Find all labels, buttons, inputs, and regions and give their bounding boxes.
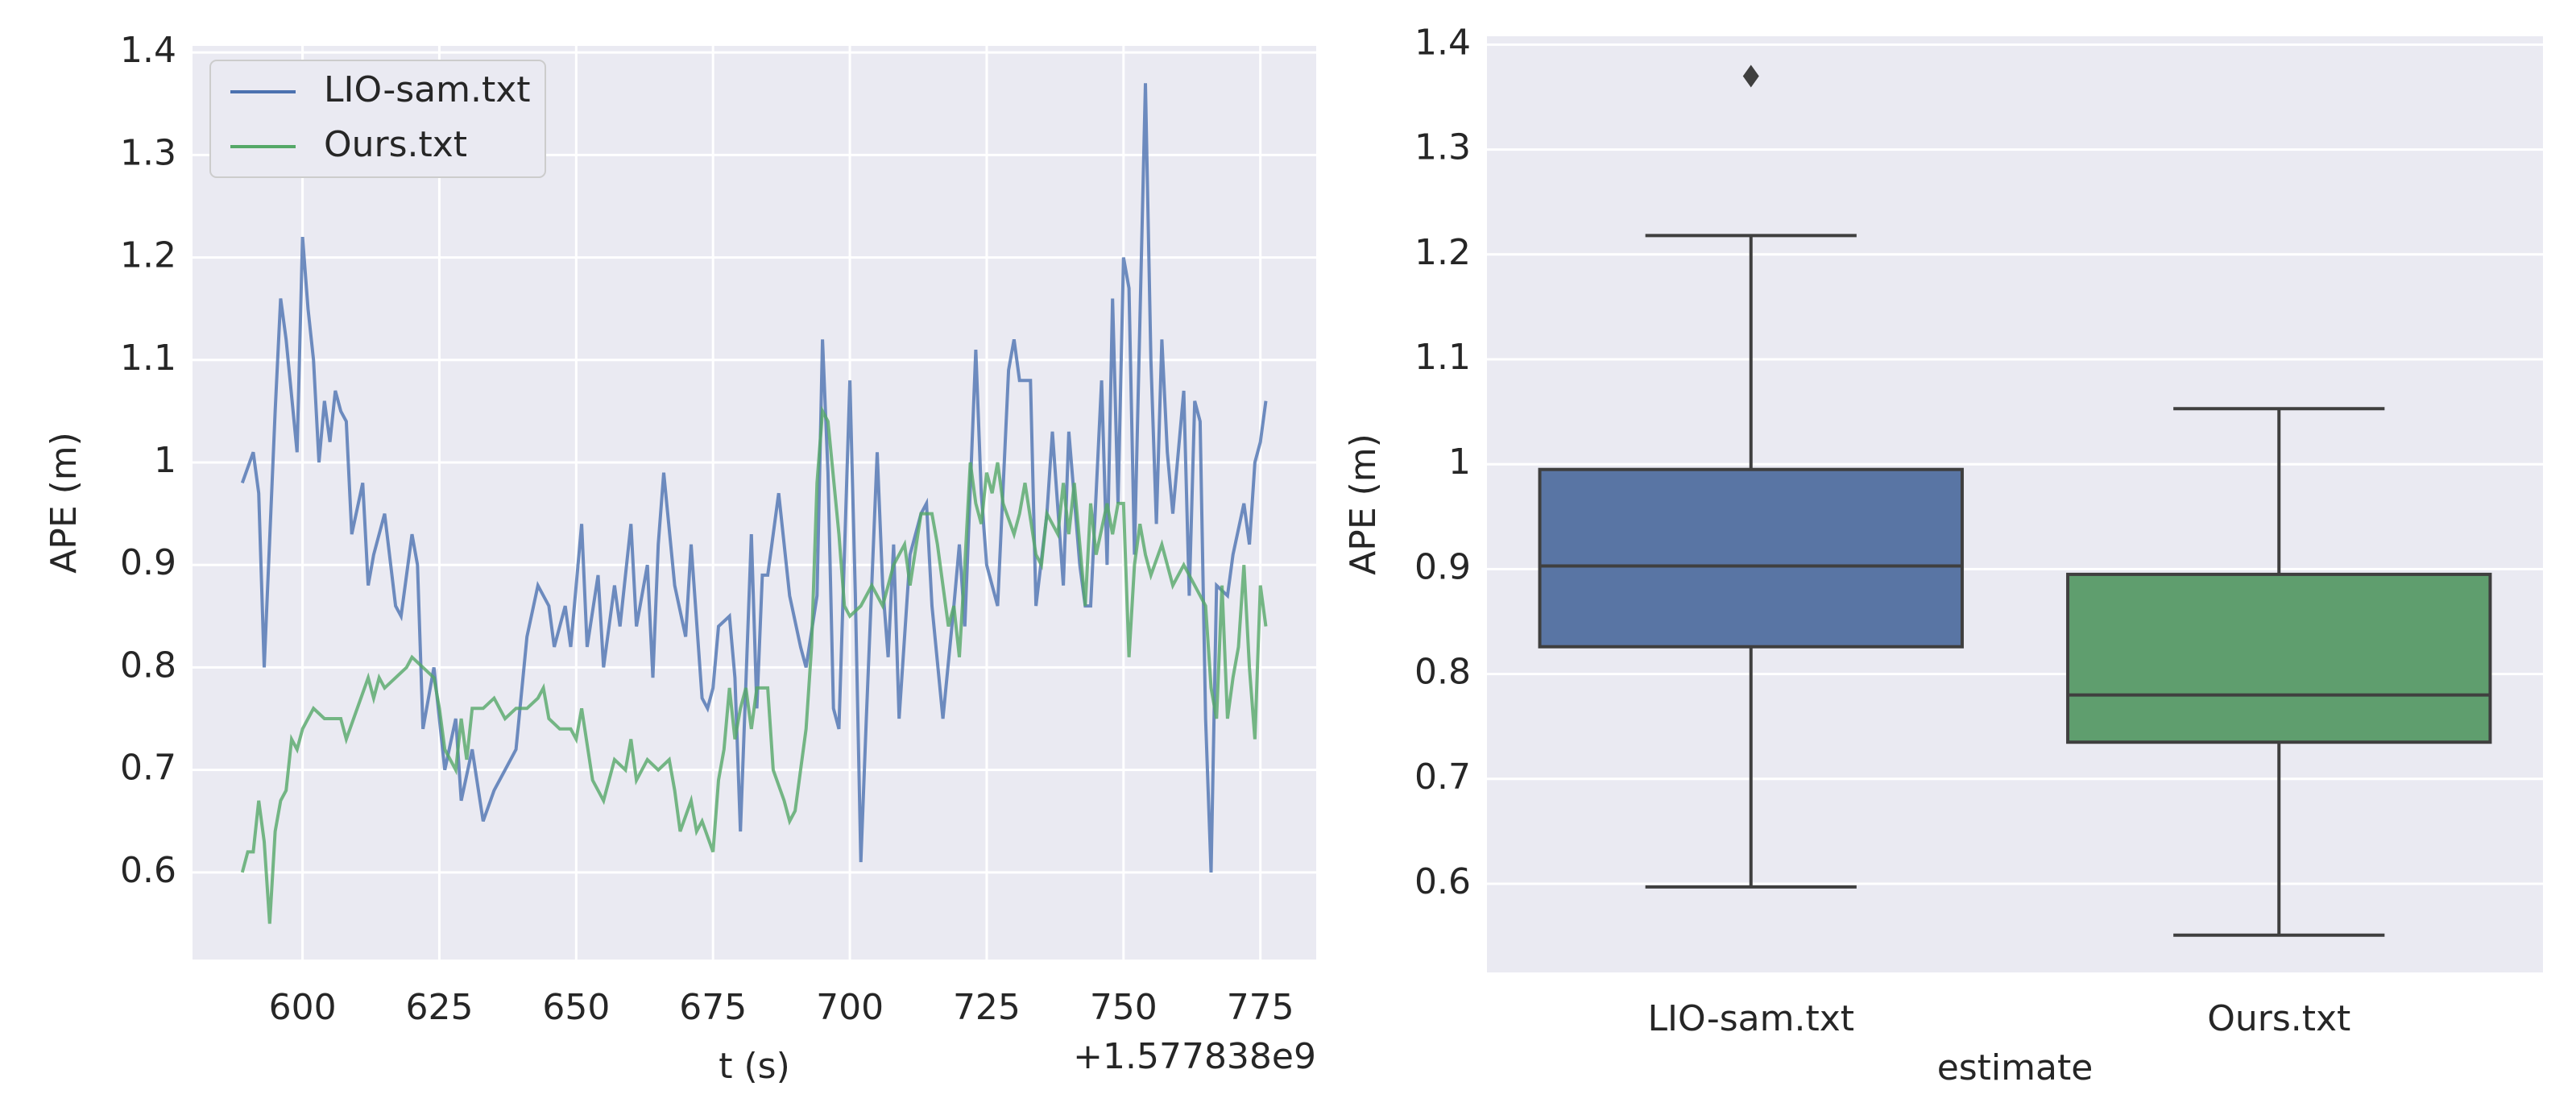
x-tick-label: Ours.txt	[2207, 998, 2350, 1039]
y-tick-label: 1.1	[1414, 337, 1471, 378]
y-tick-label: 1.2	[1414, 232, 1471, 273]
y-tick-label: 1.4	[120, 30, 176, 71]
data-line	[240, 83, 1268, 873]
y-tick-label: 0.9	[1414, 546, 1471, 587]
y-tick-label: 1.4	[1414, 22, 1471, 63]
x-offset-label: +1.577838e9	[1073, 1036, 1316, 1077]
x-tick-label: 600	[269, 987, 337, 1028]
flier	[1742, 64, 1759, 88]
x-tick-label: 775	[1227, 987, 1294, 1028]
x-tick-label: 650	[542, 987, 610, 1028]
x-axis-title: estimate	[1937, 1047, 2094, 1088]
x-tick-label: LIO-sam.txt	[1647, 998, 1854, 1039]
legend-label: Ours.txt	[324, 124, 467, 165]
y-tick-label: 0.6	[1414, 861, 1471, 902]
y-tick-label: 0.9	[120, 542, 176, 583]
y-tick-label: 0.7	[120, 748, 176, 789]
x-axis-title: t (s)	[719, 1046, 790, 1087]
x-tick-label: 750	[1090, 987, 1158, 1028]
box	[2066, 572, 2492, 744]
legend: LIO-sam.txt Ours.txt	[209, 60, 546, 178]
y-tick-label: 0.6	[120, 850, 176, 891]
legend-label: LIO-sam.txt	[324, 69, 531, 110]
data-line	[240, 405, 1268, 924]
y-tick-label: 1.1	[120, 338, 176, 379]
y-tick-label: 1	[154, 440, 176, 481]
y-tick-label: 1	[1448, 441, 1471, 483]
x-tick-label: 700	[816, 987, 884, 1028]
plot-area	[193, 46, 1316, 960]
y-axis-title: APE (m)	[43, 432, 85, 574]
y-tick-label: 1.3	[120, 132, 176, 173]
y-tick-label: 1.2	[120, 235, 176, 276]
x-tick-label: 725	[953, 987, 1021, 1028]
box	[1538, 467, 1964, 649]
x-tick-label: 625	[405, 987, 473, 1028]
y-tick-label: 0.8	[1414, 652, 1471, 693]
x-tick-label: 675	[679, 987, 747, 1028]
y-axis-title: APE (m)	[1343, 433, 1384, 575]
y-tick-label: 1.3	[1414, 127, 1471, 168]
y-tick-label: 0.8	[120, 645, 176, 686]
y-tick-label: 0.7	[1414, 757, 1471, 798]
